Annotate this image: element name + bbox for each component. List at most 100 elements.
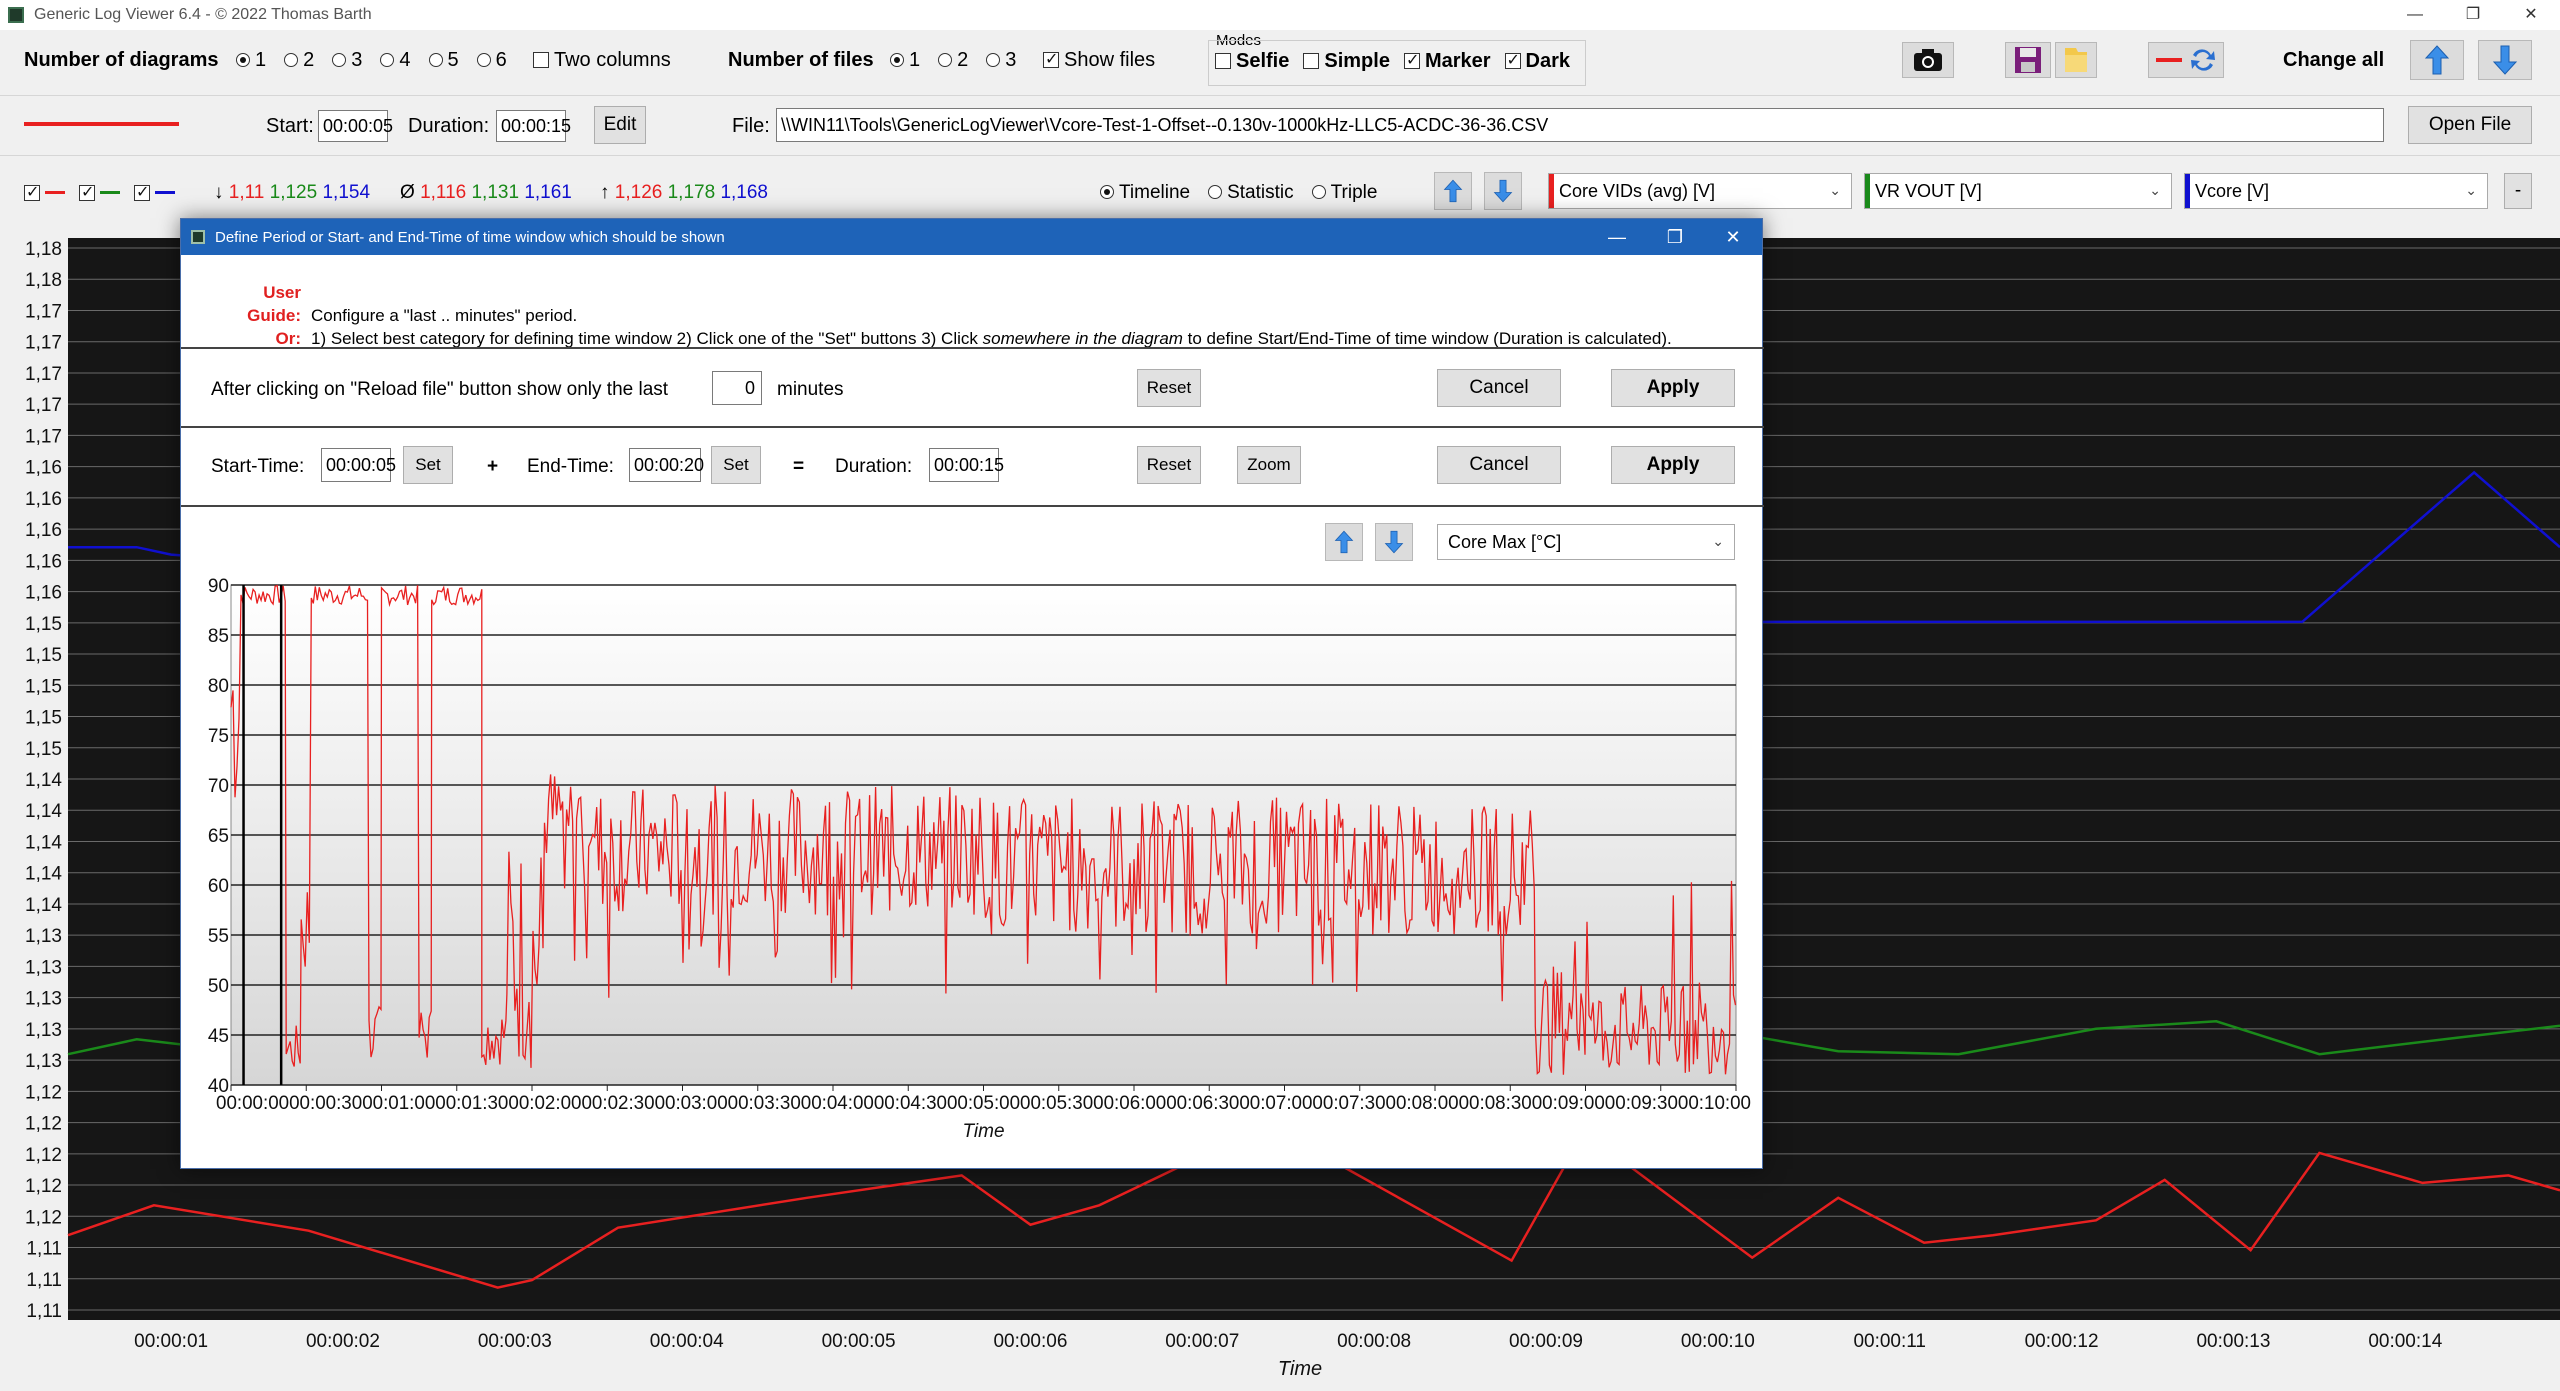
dialog-duration-input[interactable]: 00:00:15 — [929, 448, 1004, 482]
file-option-3[interactable]: 3 — [986, 49, 1016, 71]
move-down-all-button[interactable] — [2478, 40, 2532, 80]
start-time-input[interactable]: 00:00:05 — [318, 110, 393, 142]
channel-select-blue-value: Vcore [V] — [2195, 180, 2270, 201]
y-tick-label: 1,16 — [25, 520, 62, 541]
mode-dark-checkbox[interactable]: Dark — [1504, 50, 1570, 72]
y-tick-label: 45 — [208, 1026, 229, 1047]
floppy-disk-icon — [2015, 47, 2041, 73]
mode-marker-checkbox[interactable]: Marker — [1403, 50, 1491, 72]
reset-period-button[interactable]: Reset — [1137, 369, 1201, 407]
max-value-red: 1,126 — [614, 182, 663, 203]
minimize-button[interactable]: — — [2407, 6, 2423, 23]
red-line-swap-icon — [2156, 49, 2215, 71]
apply-time-button[interactable]: Apply — [1611, 446, 1735, 484]
or-text-2: to define Start/End-Time of time window … — [1182, 329, 1672, 348]
view-option-label: Triple — [1330, 182, 1378, 203]
diagram-option-4[interactable]: 4 — [380, 49, 411, 71]
dialog-start-time-input[interactable]: 00:00:05 — [321, 448, 396, 482]
diagram-option-1[interactable]: 1 — [236, 49, 266, 71]
checkbox-icon — [1303, 53, 1320, 69]
radio-icon — [986, 53, 1001, 67]
dialog-minimize-button[interactable]: — — [1608, 227, 1626, 247]
x-tick-label: 00:00:01 — [134, 1331, 208, 1352]
view-option-label: Statistic — [1227, 182, 1294, 203]
number-of-files-label: Number of files — [728, 49, 874, 71]
y-tick-label: 1,17 — [25, 301, 62, 322]
diagram-option-label: 5 — [447, 49, 459, 71]
file-option-2[interactable]: 2 — [938, 49, 968, 71]
dialog-diagram[interactable]: 90 85 80 75 70 65 60 55 50 45 4000:00:0000:00:3000… — [181, 219, 1764, 1170]
x-tick-label: 00:00:06 — [993, 1331, 1067, 1352]
y-tick-label: 70 — [208, 776, 229, 797]
show-files-checkbox[interactable]: Show files — [1043, 49, 1155, 72]
dialog-close-button[interactable]: ✕ — [1725, 227, 1741, 247]
set-start-button[interactable]: Set — [403, 446, 453, 484]
mode-simple-checkbox[interactable]: Simple — [1303, 50, 1390, 72]
series-toggle-blue[interactable] — [134, 182, 175, 204]
zoom-button[interactable]: Zoom — [1237, 446, 1301, 484]
or-text-1: 1) Select best category for defining tim… — [311, 329, 983, 348]
minutes-input[interactable]: 0 — [712, 371, 762, 405]
mode-selfie-checkbox[interactable]: Selfie — [1215, 50, 1289, 72]
dialog-channel-up-button[interactable] — [1325, 523, 1363, 561]
y-tick-label: 1,17 — [25, 364, 62, 385]
view-option-statistic[interactable]: Statistic — [1208, 182, 1294, 203]
modes-options: Selfie Simple Marker Dark — [1215, 50, 1584, 73]
dialog-maximize-button[interactable]: ❐ — [1666, 227, 1684, 247]
channel-down-button[interactable] — [1484, 172, 1522, 210]
view-option-triple[interactable]: Triple — [1311, 182, 1378, 203]
diagram-option-label: 4 — [399, 49, 411, 71]
open-file-button[interactable]: Open File — [2408, 106, 2532, 144]
duration-label: Duration: — [408, 115, 490, 137]
x-tick-label: 00:00:08 — [1337, 1331, 1411, 1352]
two-columns-checkbox[interactable]: Two columns — [533, 49, 671, 72]
end-time-label: End-Time: — [527, 456, 614, 477]
radio-icon — [332, 53, 347, 67]
maximize-button[interactable]: ❐ — [2465, 6, 2481, 23]
chevron-down-icon: ⌄ — [2149, 182, 2161, 198]
view-options: Timeline Statistic Triple — [1100, 182, 1395, 204]
toggle-line-button[interactable] — [2148, 42, 2224, 78]
duration-input[interactable]: 00:00:15 — [496, 110, 571, 142]
remove-channel-button[interactable]: - — [2504, 173, 2532, 209]
cancel-time-button[interactable]: Cancel — [1437, 446, 1561, 484]
dialog-channel-select[interactable]: Core Max [°C] ⌄ — [1437, 524, 1735, 560]
x-tick-label: 00:00:11 — [1853, 1331, 1926, 1352]
set-end-button[interactable]: Set — [711, 446, 761, 484]
reset-time-button[interactable]: Reset — [1137, 446, 1201, 484]
open-folder-button[interactable] — [2055, 42, 2097, 78]
toolbar-row-file: Start: 00:00:05 Duration: 00:00:15 Edit … — [0, 96, 2560, 156]
channel-select-red[interactable]: Core VIDs (avg) [V] ⌄ — [1548, 173, 1852, 209]
channel-select-blue[interactable]: Vcore [V] ⌄ — [2184, 173, 2488, 209]
y-tick-label: 75 — [208, 726, 229, 747]
channel-select-green[interactable]: VR VOUT [V] ⌄ — [1864, 173, 2172, 209]
move-up-all-button[interactable] — [2410, 40, 2464, 80]
y-tick-label: 1,13 — [25, 989, 62, 1010]
diagram-option-6[interactable]: 6 — [476, 49, 507, 71]
file-path-input[interactable]: \\WIN11\Tools\GenericLogViewer\Vcore-Tes… — [776, 108, 2384, 142]
dialog-channel-down-button[interactable] — [1375, 523, 1413, 561]
x-axis-label: Time — [962, 1121, 1004, 1142]
edit-button[interactable]: Edit — [594, 106, 646, 144]
file-option-1[interactable]: 1 — [890, 49, 920, 71]
dialog-title: Define Period or Start- and End-Time of … — [215, 228, 725, 246]
diagram-option-label: 3 — [351, 49, 363, 71]
cancel-period-button[interactable]: Cancel — [1437, 369, 1561, 407]
arrow-up-icon — [1443, 179, 1463, 203]
close-button[interactable]: ✕ — [2524, 6, 2538, 23]
x-tick-label: 00:00:09 — [1509, 1331, 1583, 1352]
view-option-timeline[interactable]: Timeline — [1100, 182, 1190, 203]
channel-up-button[interactable] — [1434, 172, 1472, 210]
series-toggle-red[interactable] — [24, 182, 65, 204]
apply-period-button[interactable]: Apply — [1611, 369, 1735, 407]
save-button[interactable] — [2005, 42, 2051, 78]
diagram-option-5[interactable]: 5 — [428, 49, 459, 71]
screenshot-button[interactable] — [1902, 42, 1954, 78]
y-tick-label: 85 — [208, 626, 229, 647]
dialog-end-time-input[interactable]: 00:00:20 — [629, 448, 704, 482]
diagram-option-2[interactable]: 2 — [284, 49, 314, 71]
series-toggle-green[interactable] — [79, 182, 120, 204]
min-icon: ↓ — [214, 182, 224, 203]
diagram-option-3[interactable]: 3 — [332, 49, 362, 71]
radio-icon — [1208, 185, 1223, 199]
